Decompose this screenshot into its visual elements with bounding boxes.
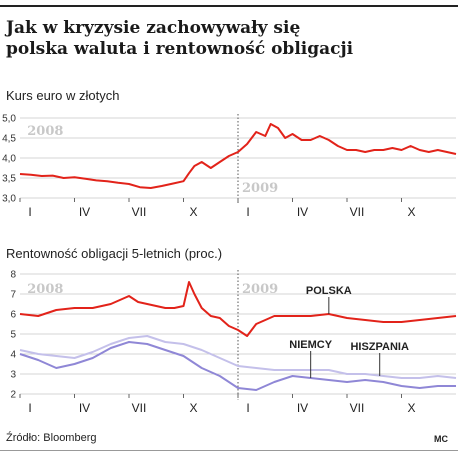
top-rule	[0, 5, 458, 7]
author-credit: MC	[434, 434, 448, 444]
exchange-rate-chart: 3,0 3,5 4,0 4,5 5,0 2008 2009 I IV VII X I IV VII X	[2, 114, 457, 219]
chart2-series-hiszpania	[19, 335, 457, 379]
chart2-x-tick-label: X	[189, 401, 197, 415]
chart2-x-tick-label: IV	[297, 401, 308, 415]
source-note: Źródło: Bloomberg	[6, 432, 97, 444]
chart1-y-tick-label: 3,5	[2, 174, 16, 185]
chart1-y-tick-label: 4,5	[2, 134, 16, 145]
chart2-y-tick-label: 5	[10, 330, 16, 341]
chart2-series-label-polska: POLSKA	[306, 285, 352, 297]
chart1-y-tick-label: 4,0	[2, 154, 16, 165]
chart2-series-polska	[19, 281, 457, 337]
chart1-x-tick-label: VII	[350, 205, 365, 219]
chart2-series-label-niemcy: NIEMCY	[289, 339, 332, 351]
chart1-x-tick-label: X	[189, 205, 197, 219]
bottom-rule	[0, 450, 458, 451]
chart1-year-label-2009: 2009	[242, 181, 278, 196]
chart2-y-tick-label: 8	[10, 270, 16, 281]
chart1-y-tick-label: 3,0	[2, 194, 16, 205]
chart2-year-label-2008: 2008	[27, 282, 63, 297]
chart2-x-tick-label: I	[28, 401, 31, 415]
bond-yield-chart: 2 3 4 5 6 7 8 2008 2009 I IV VII X I IV VII X POLSKA NIEMC…	[10, 270, 457, 415]
chart2-y-tick-label: 7	[10, 290, 16, 301]
chart2-series-niemcy	[19, 341, 456, 391]
chart1-x-tick-label: I	[28, 205, 31, 219]
chart1-year-label-2008: 2008	[27, 124, 63, 139]
chart2-y-tick-label: 3	[10, 370, 16, 381]
chart2-x-tick-label: I	[246, 401, 249, 415]
chart2-x-tick-label: VII	[132, 401, 147, 415]
chart2-x-tick-label: IV	[79, 401, 90, 415]
chart2-y-tick-label: 2	[10, 390, 16, 401]
title-line-1: Jak w kryzysie zachowywały się	[6, 18, 301, 38]
page-title: Jak w kryzysie zachowywały się polska wa…	[6, 18, 353, 60]
chart2-y-tick-label: 4	[10, 350, 16, 361]
chart1-x-tick-label: X	[407, 205, 415, 219]
chart1-series-rate	[19, 123, 457, 189]
chart1-y-tick-label: 5,0	[2, 114, 16, 125]
chart2-year-label-2009: 2009	[242, 282, 278, 297]
chart2-x-tick-label: X	[407, 401, 415, 415]
chart2-y-tick-label: 6	[10, 310, 16, 321]
chart1-x-tick-label: VII	[132, 205, 147, 219]
chart2-title: Rentowność obligacji 5-letnich (proc.)	[6, 246, 223, 261]
chart1-x-tick-label: IV	[79, 205, 90, 219]
chart1-x-tick-label: IV	[297, 205, 308, 219]
title-line-2: polska waluta i rentowność obligacji	[6, 39, 354, 59]
chart1-x-tick-label: I	[246, 205, 249, 219]
chart2-x-tick-label: VII	[350, 401, 365, 415]
chart1-title: Kurs euro w złotych	[6, 88, 120, 103]
chart2-series-label-hiszpania: HISZPANIA	[350, 341, 409, 353]
